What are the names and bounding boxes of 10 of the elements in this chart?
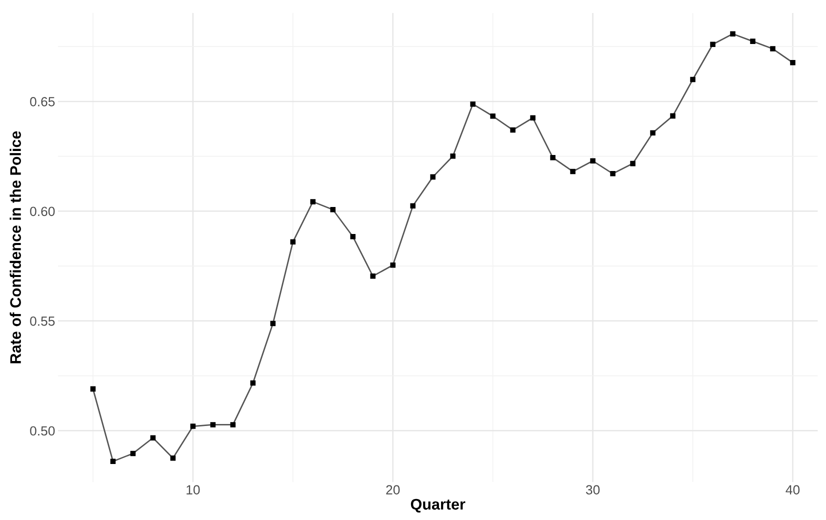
y-tick-label: 0.55 [30,316,55,326]
y-axis-title: Rate of Confidence in the Police [10,131,21,364]
x-tick-label: 20 [386,485,400,494]
x-tick-label: 30 [586,485,600,494]
x-tick-label: 40 [786,485,800,494]
y-tick-label: 0.50 [30,426,55,436]
x-axis-title: Quarter [410,498,466,513]
y-tick-label: 0.60 [30,206,55,216]
x-tick-label: 10 [186,485,200,494]
y-tick-label: 0.65 [30,97,55,106]
